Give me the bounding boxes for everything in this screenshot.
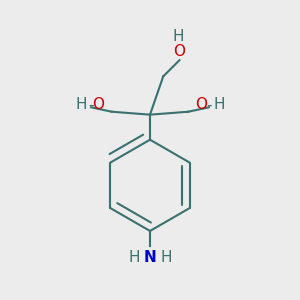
Text: H: H [75,98,87,112]
Text: H: H [172,29,184,44]
Text: N: N [144,250,156,265]
Text: O: O [173,44,185,59]
Text: O: O [195,98,207,112]
Text: H: H [213,98,225,112]
Text: O: O [93,98,105,112]
Text: -: - [88,98,93,112]
Text: -: - [207,98,212,112]
Text: H: H [160,250,172,265]
Text: H: H [128,250,140,265]
